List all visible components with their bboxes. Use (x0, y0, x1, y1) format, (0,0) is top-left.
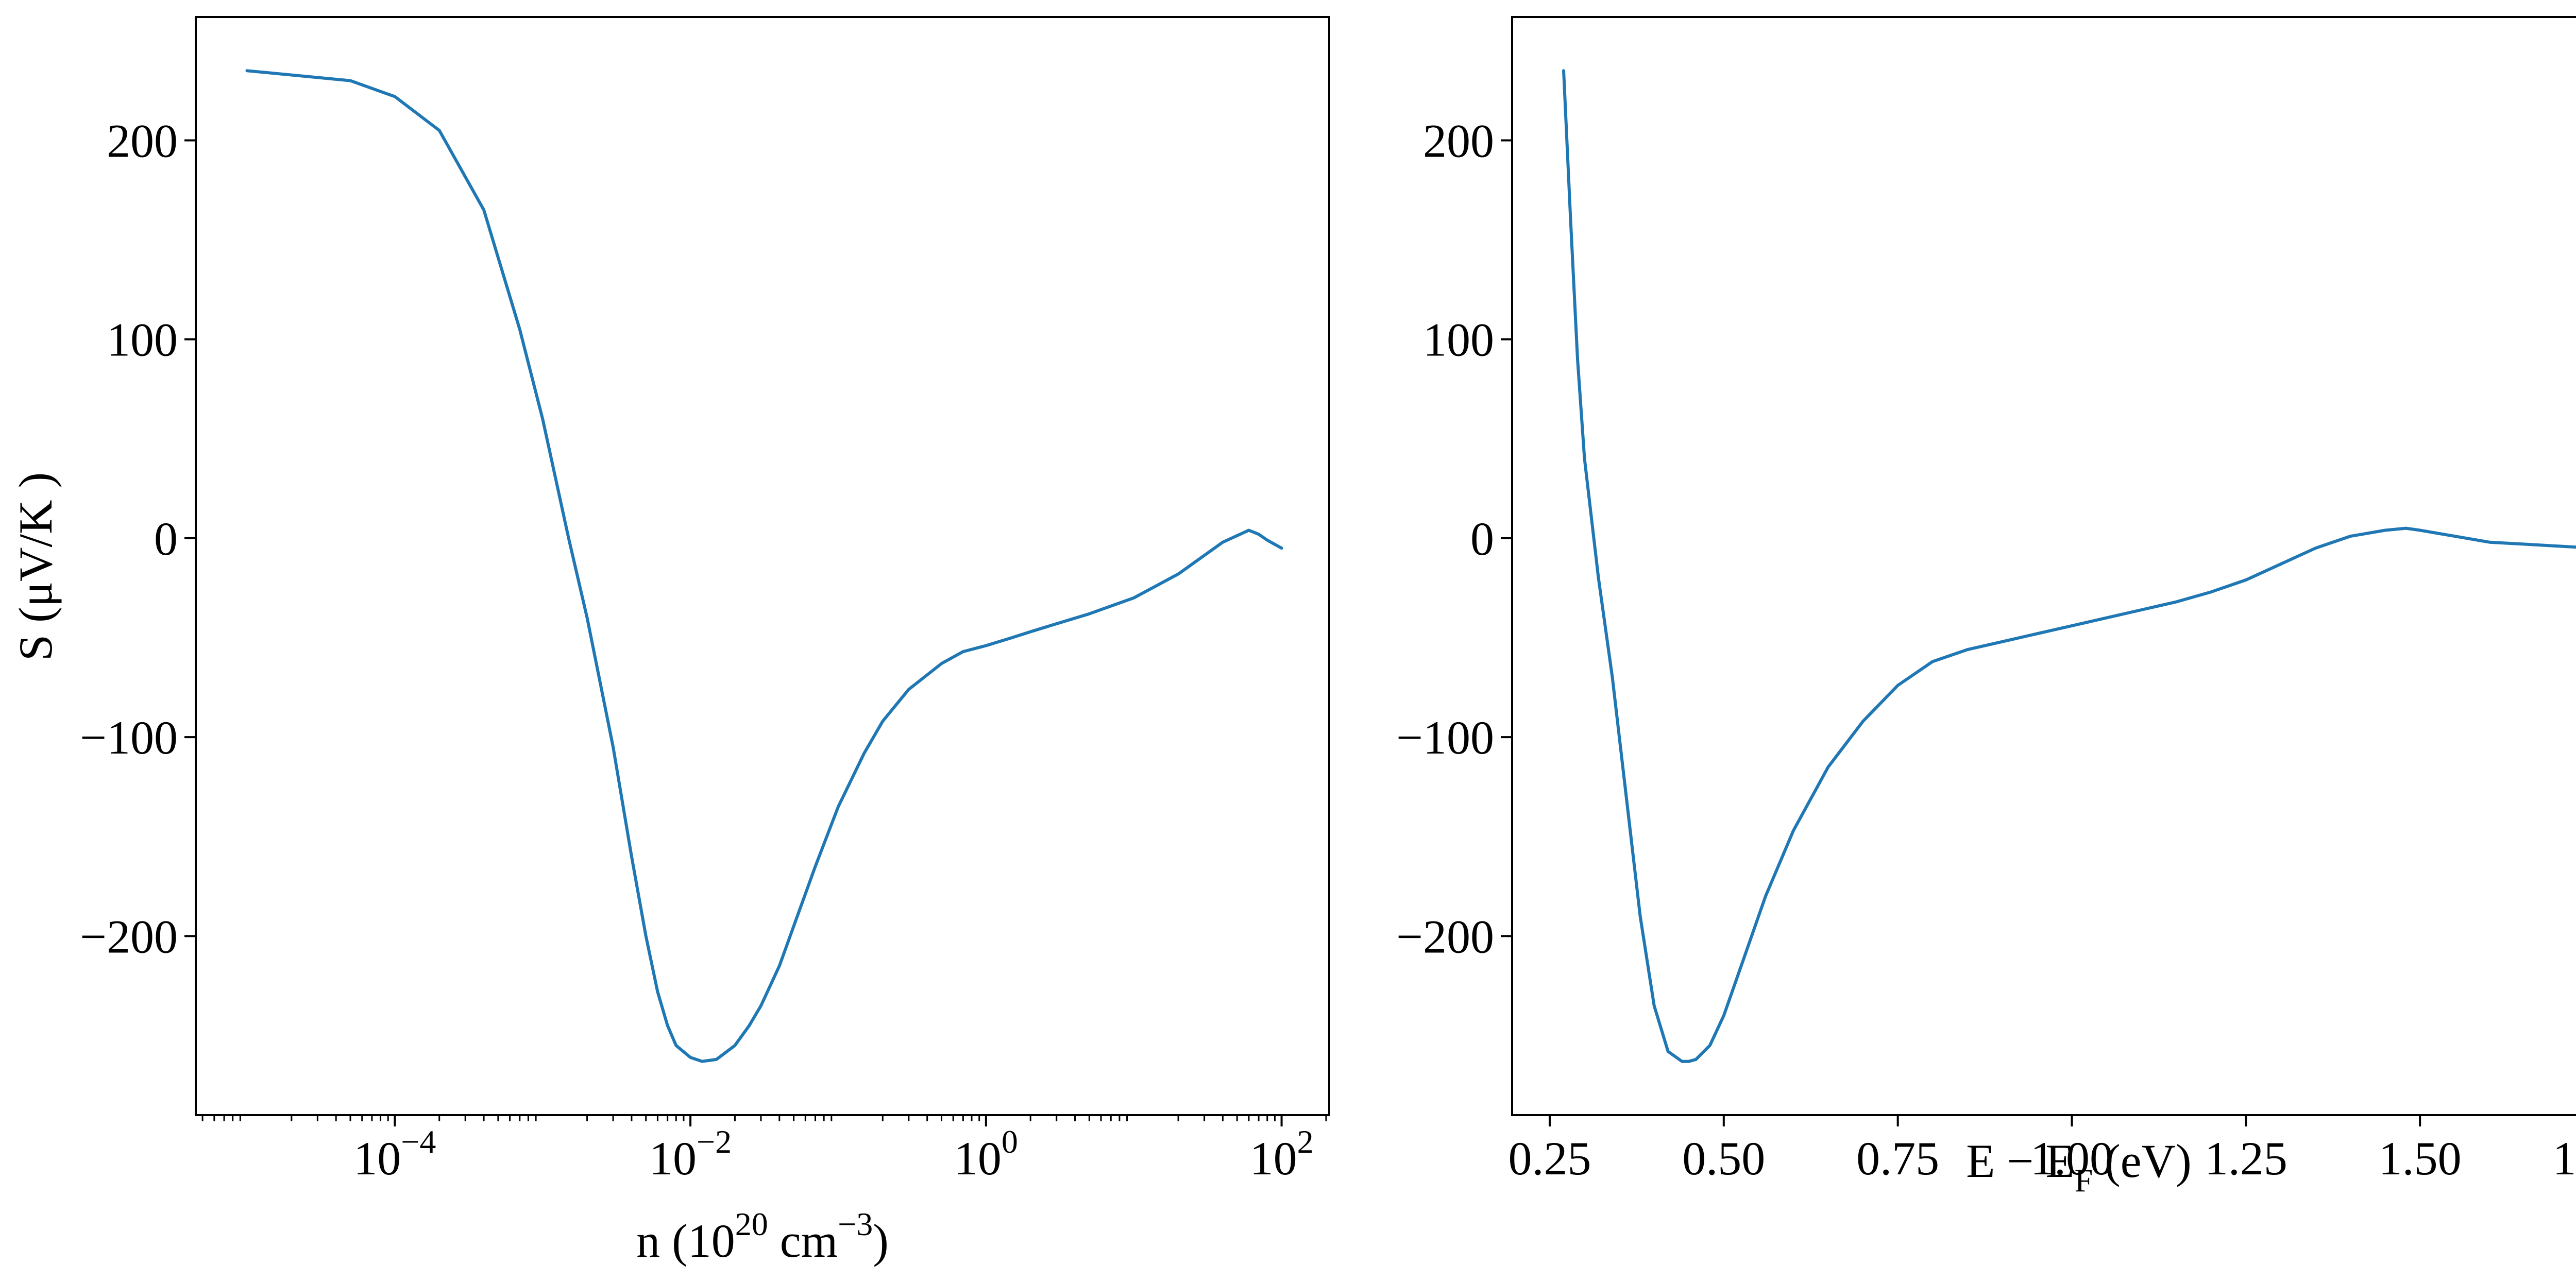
x-tick-label: 1.00 (2030, 1132, 2113, 1185)
seebeck-vs-energy-plot: 200 100 0 −100 −200 0.25 0.50 0.75 1.00 1.25 1.50… (1396, 16, 2576, 1199)
x-axis-label: n (1020 cm−3) (636, 1206, 889, 1267)
y-tick-label: 0 (154, 512, 178, 565)
y-tick-label: 0 (1470, 512, 1494, 565)
y-axis-ticks: 200 100 0 −100 −200 (80, 114, 196, 963)
y-tick-label: −100 (80, 711, 178, 764)
x-tick-label: 0.25 (1508, 1132, 1591, 1185)
y-tick-label: −200 (80, 910, 178, 963)
x-tick-label: 100 (954, 1123, 1018, 1185)
seebeck-curve (1562, 69, 2576, 1063)
x-axis-label: E − EF (eV) (1966, 1135, 2191, 1199)
plot-frame (1511, 16, 2576, 1116)
seebeck-vs-carrier-density-plot: 200 100 0 −100 −200 10−4 10−2 100 102 n (1020 c… (9, 16, 1330, 1267)
y-tick-label: 200 (107, 114, 178, 167)
x-tick-label: 0.50 (1682, 1132, 1765, 1185)
x-tick-label: 10−2 (649, 1123, 732, 1185)
x-axis-ticks: 0.25 0.50 0.75 1.00 1.25 1.50 1.75 (1508, 1115, 2576, 1185)
x-tick-label: 10−4 (353, 1123, 436, 1185)
x-tick-label: 1.50 (2379, 1132, 2462, 1185)
x-tick-label: 1.75 (2553, 1132, 2576, 1185)
y-tick-label: 200 (1423, 114, 1494, 167)
x-tick-label: 0.75 (1856, 1132, 1939, 1185)
y-axis-ticks: 200 100 0 −100 −200 (1396, 114, 1512, 963)
x-tick-label: 102 (1250, 1123, 1314, 1185)
y-axis-label: S (μV/K ) (9, 472, 62, 661)
x-axis-ticks: 10−4 10−2 100 102 (201, 1115, 1327, 1185)
y-tick-label: 100 (107, 314, 178, 366)
y-tick-label: −200 (1396, 910, 1494, 963)
y-tick-label: −100 (1396, 711, 1494, 764)
x-tick-label: 1.25 (2205, 1132, 2287, 1185)
plot-frame (195, 16, 1330, 1116)
seebeck-curve (245, 69, 1283, 1063)
y-tick-label: 100 (1423, 314, 1494, 366)
